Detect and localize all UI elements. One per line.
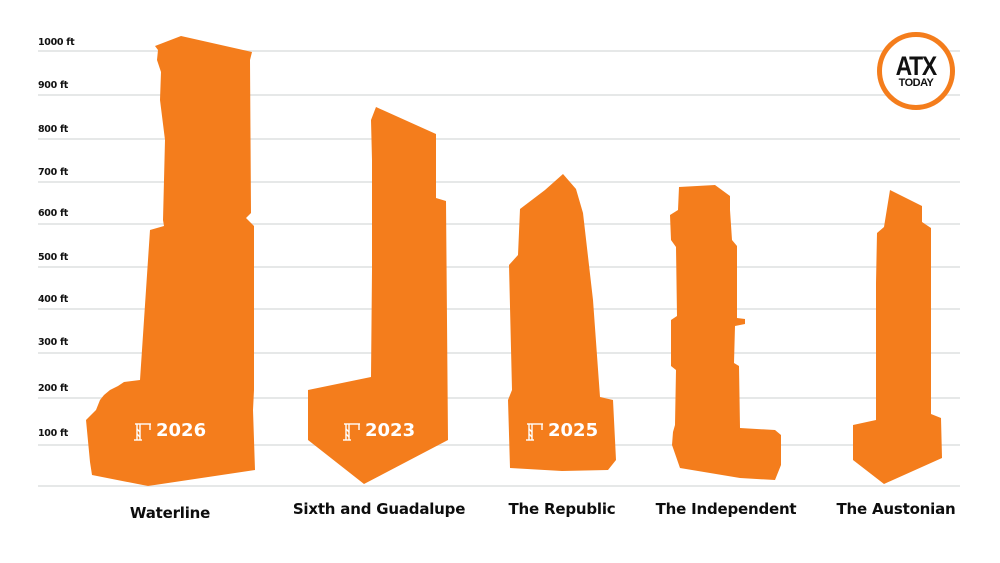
crane-icon: [343, 422, 360, 441]
gridline-200: [38, 397, 960, 399]
y-tick-label: 500 ft: [38, 252, 69, 263]
completion-year: 2025: [548, 420, 599, 441]
x-label-waterline: Waterline: [129, 504, 211, 522]
y-tick-label: 300 ft: [38, 337, 69, 348]
gridline-300: [38, 352, 960, 354]
gridline-1000: [38, 50, 960, 52]
completion-year-badge-sixth-and-guadalupe: 2023: [343, 420, 415, 441]
completion-year-badge-waterline: 2026: [134, 420, 206, 441]
gridline-100: [38, 444, 960, 446]
x-label-the-independent: The Independent: [655, 500, 797, 518]
building-the-republic: [508, 174, 616, 471]
y-tick-label: 600 ft: [38, 208, 69, 219]
building-sixth-and-guadalupe: [308, 107, 448, 484]
gridline-500: [38, 266, 960, 268]
logo-sub-text: TODAY: [898, 76, 934, 89]
gridline-800: [38, 138, 960, 140]
crane-icon: [526, 422, 543, 441]
crane-icon: [134, 422, 151, 441]
y-tick-label: 400 ft: [38, 294, 69, 305]
x-axis-baseline: [38, 485, 960, 487]
atx-today-logo: ATX TODAY: [877, 32, 955, 110]
completion-year-badge-the-republic: 2025: [526, 420, 598, 441]
y-tick-label: 700 ft: [38, 167, 69, 178]
completion-year: 2023: [365, 420, 416, 441]
y-tick-label: 100 ft: [38, 428, 69, 439]
x-label-the-republic: The Republic: [508, 500, 616, 518]
building-waterline: [86, 36, 255, 486]
y-tick-label: 200 ft: [38, 383, 69, 394]
x-label-sixth-and-guadalupe: Sixth and Guadalupe: [292, 500, 466, 518]
gridline-600: [38, 223, 960, 225]
building-the-independent: [670, 185, 781, 480]
y-tick-label: 800 ft: [38, 124, 69, 135]
x-label-the-austonian: The Austonian: [836, 500, 956, 518]
completion-year: 2026: [156, 420, 207, 441]
building-the-austonian: [853, 190, 942, 484]
y-tick-label: 900 ft: [38, 80, 69, 91]
logo-main-text: ATX: [895, 50, 938, 81]
gridline-900: [38, 94, 960, 96]
y-tick-label: 1000 ft: [38, 37, 75, 48]
gridline-700: [38, 181, 960, 183]
gridline-400: [38, 308, 960, 310]
